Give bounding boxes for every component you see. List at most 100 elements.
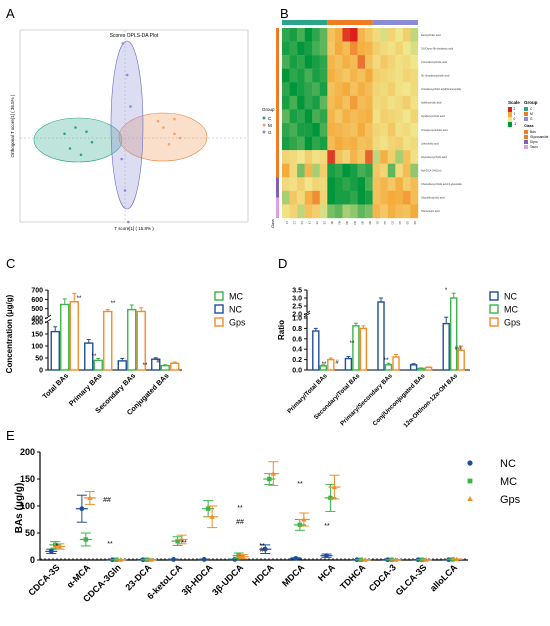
heatmap-cell [357,204,366,219]
legend-label: NC [504,292,517,302]
x-tick-label: CDCA-3 [367,562,398,593]
heatmap-cell [304,55,313,69]
heatmap-column-label: C5 [315,221,319,225]
data-point [56,543,62,549]
legend-swatch [262,130,266,134]
heatmap-cell [380,82,388,97]
significance-mark: ** [143,363,148,369]
heatmap-cell [327,136,336,151]
plot-c-bars [50,292,180,371]
x-tick-label: 3β-HDCA [180,562,215,597]
legend-swatch [467,496,473,501]
heatmap-cell [342,204,351,219]
heatmap-cell [365,123,373,137]
heatmap-cell [342,82,351,97]
x-tick-label: Total BAs [40,371,70,401]
heatmap-cell [297,68,305,83]
bar [392,356,400,371]
heatmap-row-label: Taurocholic acid [421,209,440,213]
class-swatch [524,130,528,134]
heatmap-cell [402,41,411,56]
heatmap-cell [319,123,328,137]
heatmap-cell [304,109,313,124]
heatmap-row-label: Ursodeoxycholic acid(Glucuronide) [421,87,461,91]
y-tick-label: 1.0 [292,316,302,323]
data-point [270,471,276,476]
score-point [167,143,171,146]
legend-swatch [262,116,266,120]
x-tick-label: 3β-UDCA [210,562,245,597]
heatmap-cell [387,41,396,56]
heatmap-cell [402,150,411,164]
heatmap-cell [289,41,298,56]
heatmap-cell [350,136,358,151]
heatmap-cell [402,109,411,124]
plot-c-legend: MC NC Gps [214,291,246,328]
heatmap-cell [327,190,336,205]
heatmap-cell [395,95,404,110]
heatmap-cell [387,177,396,192]
plot-d-legend: NC MC Gps [489,291,521,328]
class-legend-title: Class [524,124,534,128]
heatmap-column-label: C2 [292,221,296,225]
x-tick-label: alloLCA [428,562,459,593]
legend-swatch [489,304,499,314]
heatmap-cell [319,136,328,151]
heatmap-cell [327,150,336,164]
heatmap-cell [410,150,419,164]
heatmap-cell [342,68,351,83]
heatmap-cell [372,177,381,192]
heatmap-cell [365,150,373,164]
heatmap-cell [350,82,358,97]
legend-label: NC [500,458,516,470]
heatmap-row-label: Glycodeoxycholic acid [421,155,447,159]
heatmap-cell [350,109,358,124]
heatmap-cell [289,109,298,124]
panel-label-c: C [6,256,15,271]
bar [60,303,70,371]
plot-a-frame [19,29,249,223]
heatmap-cell [387,95,396,110]
heatmap-column-label: G5 [406,221,410,225]
legend-label: C [268,116,272,121]
heatmap-cell [304,150,313,164]
heatmap-cell [365,204,373,219]
heatmap-cell [319,55,328,69]
heatmap-cell [372,123,381,137]
y-tick-label: 150 [31,332,43,339]
y-tick-label: 50 [25,528,35,538]
heatmap-cell [395,41,404,56]
heatmap-cell [387,123,396,137]
significance-mark: * [445,288,448,294]
heatmap-cell [410,204,419,219]
heatmap-cell [319,41,328,56]
data-point [301,516,307,522]
bar [170,362,180,371]
heatmap-cell [342,177,351,192]
scale-swatch [508,107,512,112]
heatmap-cell [380,123,388,137]
heatmap-cell [357,136,366,151]
heatmap-cell [334,177,343,192]
heatmap-cell [319,68,328,83]
ellipse-m [118,112,208,162]
data-point [48,548,54,554]
heatmap-cell [402,68,411,83]
class-label: BAs [530,130,536,134]
heatmap-cell [312,177,320,192]
plot-e-legend: NC MC Gps [467,458,521,506]
heatmap-cell [319,82,328,97]
bar [409,364,418,371]
bar [160,364,170,371]
x-tick-label: 23-DCA [123,562,153,592]
heatmap-cell [312,41,320,56]
heatmap-row-label: Omega-muricholic acid [421,128,448,132]
scale-tick: 0 [514,117,516,121]
y-tick-label: 2.5 [292,304,302,311]
heatmap-column-label: M4 [353,221,357,225]
heatmap-cell [410,55,419,69]
data-point [236,553,241,558]
group-swatch [524,117,528,121]
heatmap-cell [372,150,381,164]
